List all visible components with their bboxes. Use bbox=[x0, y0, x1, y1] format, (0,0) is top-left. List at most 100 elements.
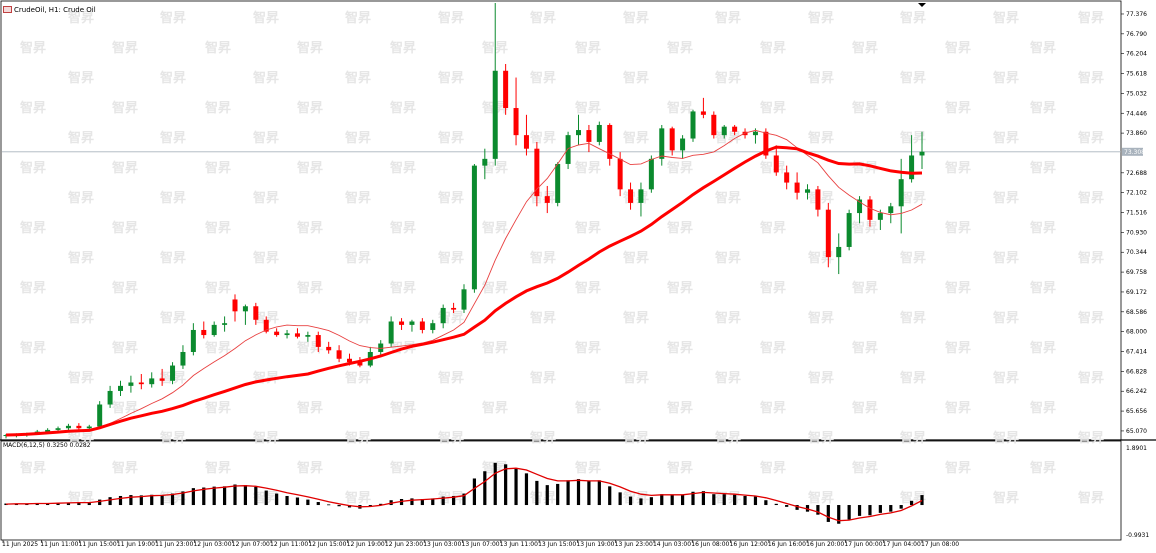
candle-body bbox=[836, 246, 842, 258]
candle-body bbox=[409, 321, 415, 325]
macd-axis-label: 1.8901 bbox=[1126, 445, 1147, 452]
watermark-text: 智昇 bbox=[1078, 10, 1104, 26]
watermark-text: 智昇 bbox=[945, 100, 971, 116]
chart-title: CrudeOil, H1: Crude Oil bbox=[14, 6, 96, 14]
watermark-text: 智昇 bbox=[205, 400, 231, 416]
candle-body bbox=[617, 158, 623, 190]
macd-histogram-bar bbox=[868, 505, 872, 516]
candle-body bbox=[690, 111, 696, 139]
candle-body bbox=[378, 343, 384, 352]
candle-body bbox=[201, 329, 207, 336]
candle-body bbox=[315, 335, 321, 347]
macd-histogram-bar bbox=[379, 503, 383, 506]
price-axis-label: 73.860 bbox=[1126, 130, 1147, 137]
watermark-text: 智昇 bbox=[993, 10, 1019, 26]
candle-body bbox=[55, 428, 61, 430]
candle-body bbox=[45, 429, 51, 432]
watermark-text: 智昇 bbox=[1030, 340, 1056, 356]
watermark-text: 智昇 bbox=[112, 340, 138, 356]
candle-body bbox=[482, 158, 488, 166]
time-axis-label: 12 Jun 23:00 bbox=[385, 541, 423, 548]
candle-body bbox=[107, 390, 113, 405]
macd-histogram-bar bbox=[857, 505, 862, 516]
macd-histogram-bar bbox=[327, 504, 331, 506]
candle-body bbox=[419, 321, 425, 330]
watermark-text: 智昇 bbox=[530, 130, 556, 146]
fast-moving-average-line bbox=[5, 129, 923, 436]
watermark-text: 智昇 bbox=[68, 310, 94, 326]
watermark-text: 智昇 bbox=[390, 280, 416, 296]
macd-histogram-bar bbox=[628, 496, 633, 506]
watermark-text: 智昇 bbox=[760, 160, 786, 176]
candle-body bbox=[523, 135, 529, 149]
watermark-text: 智昇 bbox=[760, 400, 786, 416]
macd-histogram-bar bbox=[701, 491, 706, 506]
watermark-text: 智昇 bbox=[623, 70, 649, 86]
macd-histogram-bar bbox=[35, 503, 39, 506]
watermark-text: 智昇 bbox=[623, 250, 649, 266]
macd-histogram-bar bbox=[285, 495, 289, 506]
watermark-text: 智昇 bbox=[852, 100, 878, 116]
candle-body bbox=[586, 130, 592, 142]
macd-histogram-bar bbox=[264, 490, 268, 506]
macd-histogram-bar bbox=[712, 494, 716, 506]
watermark-text: 智昇 bbox=[945, 400, 971, 416]
candle-body bbox=[222, 323, 228, 325]
watermark-text: 智昇 bbox=[623, 10, 649, 26]
macd-histogram-bar bbox=[243, 485, 248, 506]
watermark-text: 智昇 bbox=[945, 160, 971, 176]
watermark-text: 智昇 bbox=[20, 40, 46, 56]
candle-body bbox=[440, 307, 446, 324]
watermark-text: 智昇 bbox=[390, 220, 416, 236]
macd-histogram-bar bbox=[795, 505, 799, 510]
watermark-text: 智昇 bbox=[160, 310, 186, 326]
macd-histogram-layer bbox=[4, 462, 924, 524]
watermark-text: 智昇 bbox=[900, 130, 926, 146]
macd-histogram-bar bbox=[733, 494, 737, 506]
watermark-text: 智昇 bbox=[900, 190, 926, 206]
macd-histogram-bar bbox=[743, 495, 747, 506]
watermark-text: 智昇 bbox=[667, 400, 693, 416]
candle-body bbox=[846, 213, 852, 247]
candle-body bbox=[399, 321, 405, 325]
macd-histogram-bar bbox=[545, 485, 549, 506]
macd-histogram-bar bbox=[160, 495, 164, 506]
watermark-text: 智昇 bbox=[390, 100, 416, 116]
watermark-text: 智昇 bbox=[20, 220, 46, 236]
candle-body bbox=[492, 70, 498, 159]
watermark-text: 智昇 bbox=[945, 40, 971, 56]
watermark-text: 智昇 bbox=[1078, 310, 1104, 326]
watermark-text: 智昇 bbox=[667, 340, 693, 356]
watermark-text: 智昇 bbox=[808, 190, 834, 206]
candle-body bbox=[867, 199, 873, 220]
watermark-text: 智昇 bbox=[438, 130, 464, 146]
candle-body bbox=[711, 114, 717, 136]
price-axis-label: 69.758 bbox=[1126, 269, 1147, 276]
watermark-text: 智昇 bbox=[68, 10, 94, 26]
macd-histogram-bar bbox=[77, 502, 81, 506]
watermark-text: 智昇 bbox=[253, 70, 279, 86]
time-axis-label: 12 Jun 07:00 bbox=[232, 541, 270, 548]
watermark-text: 智昇 bbox=[993, 70, 1019, 86]
candle-body bbox=[326, 346, 332, 351]
watermark-text: 智昇 bbox=[68, 130, 94, 146]
watermark-text: 智昇 bbox=[345, 70, 371, 86]
watermark-text: 智昇 bbox=[808, 70, 834, 86]
macd-histogram-bar bbox=[878, 505, 882, 513]
candle-body bbox=[700, 111, 706, 115]
macd-histogram-bar bbox=[129, 495, 133, 506]
candle-body bbox=[471, 165, 477, 290]
watermark-text: 智昇 bbox=[1078, 430, 1104, 446]
candle-body bbox=[138, 382, 144, 385]
macd-histogram-bar bbox=[576, 479, 581, 506]
time-axis-label: 11 Jun 23:00 bbox=[155, 541, 193, 548]
watermark-text: 智昇 bbox=[715, 250, 741, 266]
macd-histogram-bar bbox=[150, 494, 154, 506]
watermark-text: 智昇 bbox=[760, 40, 786, 56]
watermark-text: 智昇 bbox=[623, 370, 649, 386]
watermark-text: 智昇 bbox=[253, 190, 279, 206]
watermark-text: 智昇 bbox=[438, 190, 464, 206]
watermark-text: 智昇 bbox=[808, 10, 834, 26]
